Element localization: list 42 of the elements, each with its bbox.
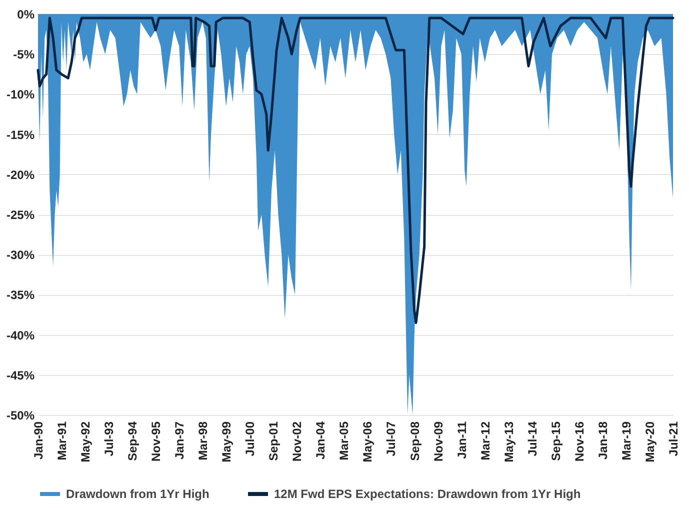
x-tick-label: Jan-11 xyxy=(454,421,469,459)
y-tick-label: -30% xyxy=(6,248,35,262)
y-tick-label: -40% xyxy=(6,328,35,342)
x-tick-label: Jul-00 xyxy=(243,421,258,456)
legend-label: 12M Fwd EPS Expectations: Drawdown from 1Yr High xyxy=(274,487,581,501)
x-tick-label: Mar-12 xyxy=(478,421,492,460)
x-tick-label: May-13 xyxy=(502,421,516,462)
y-tick-label: -45% xyxy=(6,368,35,382)
x-tick-label: Jan-18 xyxy=(596,421,610,460)
x-tick-label: May-92 xyxy=(78,421,92,462)
x-tick-label: Jul-14 xyxy=(525,421,540,456)
x-tick-label: Sep-01 xyxy=(266,421,281,461)
y-tick-label: -10% xyxy=(6,88,35,102)
y-tick-label: -35% xyxy=(6,288,35,302)
y-tick-label: -15% xyxy=(6,128,35,142)
x-tick-label: May-20 xyxy=(642,421,657,462)
x-tick-label: Jan-97 xyxy=(172,421,187,460)
x-tick-label: Nov-09 xyxy=(431,421,446,462)
y-tick-label: -5% xyxy=(13,48,35,62)
x-tick-label: Mar-91 xyxy=(54,421,69,460)
y-tick-label: -50% xyxy=(6,408,35,422)
x-tick-label: Nov-16 xyxy=(572,421,586,462)
x-tick-label: Jan-04 xyxy=(314,421,328,460)
y-tick-label: 0% xyxy=(17,8,35,22)
x-tick-label: Sep-94 xyxy=(126,421,140,461)
x-tick-label: May-06 xyxy=(360,421,375,462)
y-tick-label: -20% xyxy=(6,168,35,182)
x-tick-label: Nov-95 xyxy=(149,421,164,462)
x-tick-label: Jan-90 xyxy=(32,421,46,460)
line-series xyxy=(36,16,674,324)
x-tick-label: Sep-08 xyxy=(408,421,422,461)
x-tick-label: May-99 xyxy=(220,421,234,462)
x-tick-label: Sep-15 xyxy=(548,421,563,461)
x-tick-label: Nov-02 xyxy=(290,421,304,462)
x-tick-label: Jul-21 xyxy=(666,421,680,456)
x-tick-label: Mar-19 xyxy=(619,421,634,460)
x-tick-label: Jul-07 xyxy=(384,421,398,456)
x-tick-label: Mar-05 xyxy=(337,421,352,460)
x-tick-label: Jul-93 xyxy=(102,421,116,456)
y-tick-label: -25% xyxy=(6,208,35,222)
legend-label: Drawdown from 1Yr High xyxy=(66,487,210,501)
x-tick-label: Mar-98 xyxy=(196,421,210,460)
